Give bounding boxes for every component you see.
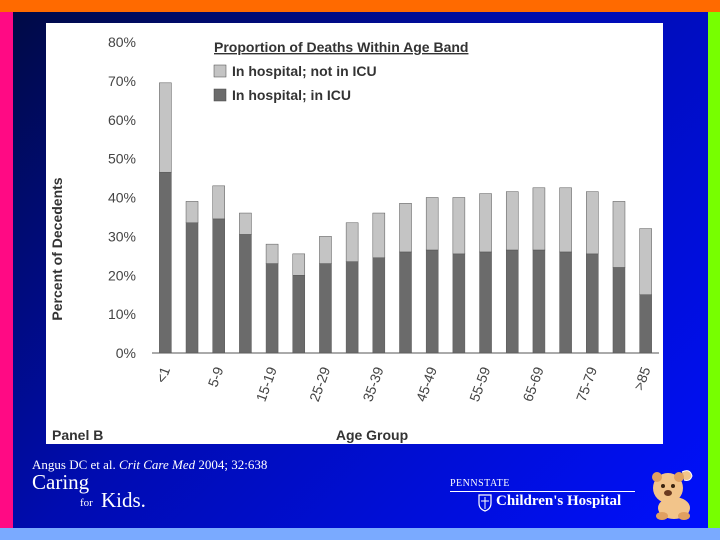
logo-name: Children's Hospital xyxy=(496,493,622,509)
y-tick-label: 70% xyxy=(108,73,136,89)
bar-not-in-icu xyxy=(239,212,252,235)
bar-in-icu xyxy=(452,253,466,354)
chart-tick-labels: 0% 10% 20% 30% 40% 50% 60% 70% 80% <1 5-9 15-19 25-2… xyxy=(108,34,654,404)
chart-legend: Proportion of Deaths Within Age Band In … xyxy=(213,39,468,103)
chart-bars xyxy=(159,82,652,354)
bar-in-icu xyxy=(425,249,439,354)
bar-not-in-icu xyxy=(559,187,572,253)
bar-not-in-icu xyxy=(185,201,199,224)
bar-not-in-icu xyxy=(639,228,652,295)
bar-in-icu xyxy=(239,234,252,354)
logo-divider xyxy=(450,491,635,492)
y-tick-label: 30% xyxy=(108,228,136,244)
x-tick-label: >85 xyxy=(630,364,653,392)
x-tick-label: <1 xyxy=(153,364,174,385)
legend-label-icu: In hospital; in ICU xyxy=(232,87,351,103)
bar-not-in-icu xyxy=(292,253,306,276)
bar-in-icu xyxy=(399,251,412,354)
bar-not-in-icu xyxy=(479,193,492,253)
citation: Angus DC et al. Crit Care Med 2004; 32:6… xyxy=(32,457,267,473)
x-tick-label: 35-39 xyxy=(359,364,386,403)
bar-in-icu xyxy=(586,253,599,354)
x-axis-label: Age Group xyxy=(336,427,408,443)
bar-not-in-icu xyxy=(399,203,412,253)
bar-in-icu xyxy=(372,257,386,354)
y-tick-label: 20% xyxy=(108,267,136,283)
bar-in-icu xyxy=(479,251,492,354)
childrens-hospital-logo: PENNSTATE Children's Hospital xyxy=(450,478,640,518)
x-tick-label: 15-19 xyxy=(253,364,280,403)
panel-label: Panel B xyxy=(52,427,103,443)
bar-not-in-icu xyxy=(265,243,279,264)
x-tick-label: 55-59 xyxy=(466,364,493,403)
citation-details: 2004; 32:638 xyxy=(198,457,268,472)
x-tick-label: 25-29 xyxy=(306,364,333,403)
bar-in-icu xyxy=(639,294,652,354)
bar-in-icu xyxy=(345,261,359,354)
bar-in-icu xyxy=(212,218,225,354)
bar-not-in-icu xyxy=(612,201,626,268)
bar-in-icu xyxy=(292,275,306,354)
bar-not-in-icu xyxy=(159,82,172,173)
y-tick-label: 10% xyxy=(108,306,136,322)
x-tick-label: 65-69 xyxy=(519,364,546,403)
citation-journal: Crit Care Med xyxy=(119,457,196,472)
bar-not-in-icu xyxy=(372,212,386,259)
x-tick-label: 45-49 xyxy=(413,364,440,403)
chart-panel: 0% 10% 20% 30% 40% 50% 60% 70% 80% <1 5-9 15-19 25-2… xyxy=(46,23,663,444)
bar-in-icu xyxy=(559,251,572,354)
y-tick-label: 80% xyxy=(108,34,136,50)
frame-right-bar xyxy=(708,12,720,528)
shield-icon xyxy=(478,494,492,512)
y-axis-label: Percent of Decedents xyxy=(49,177,65,320)
bar-not-in-icu xyxy=(532,187,546,251)
bar-not-in-icu xyxy=(452,197,466,255)
bar-not-in-icu xyxy=(319,236,332,264)
x-tick-label: 75-79 xyxy=(573,364,600,403)
legend-swatch-not-icu xyxy=(213,64,227,78)
bar-not-in-icu xyxy=(345,222,359,262)
bar-in-icu xyxy=(532,249,546,354)
y-tick-label: 60% xyxy=(108,112,136,128)
bar-in-icu xyxy=(265,263,279,354)
bar-in-icu xyxy=(159,171,172,354)
bar-not-in-icu xyxy=(586,191,599,255)
legend-swatch-icu xyxy=(213,88,227,102)
tagline-caring: Caring xyxy=(32,470,90,494)
logo-institution: PENNSTATE xyxy=(450,478,510,489)
frame-left-bar xyxy=(0,12,13,528)
frame-bottom-bar xyxy=(0,528,720,540)
mascot-lion-cub-icon xyxy=(652,470,693,520)
bar-in-icu xyxy=(185,222,199,354)
tagline-kids: Kids. xyxy=(101,488,146,512)
tagline-for: for xyxy=(80,497,93,509)
bar-not-in-icu xyxy=(212,185,225,220)
bar-in-icu xyxy=(319,263,332,354)
bar-not-in-icu xyxy=(425,197,439,251)
y-tick-label: 40% xyxy=(108,190,136,206)
bar-in-icu xyxy=(505,249,519,354)
chart-title: Proportion of Deaths Within Age Band xyxy=(214,39,468,55)
bar-in-icu xyxy=(612,267,626,354)
x-tick-label: 5-9 xyxy=(205,364,227,389)
legend-label-not-icu: In hospital; not in ICU xyxy=(232,63,377,79)
stacked-bar-chart: 0% 10% 20% 30% 40% 50% 60% 70% 80% <1 5-9 15-19 25-2… xyxy=(49,34,659,443)
y-tick-label: 50% xyxy=(108,151,136,167)
frame-top-bar xyxy=(0,0,720,12)
y-tick-label: 0% xyxy=(116,345,136,361)
citation-authors: Angus DC et al. xyxy=(32,457,116,472)
bar-not-in-icu xyxy=(505,191,519,251)
